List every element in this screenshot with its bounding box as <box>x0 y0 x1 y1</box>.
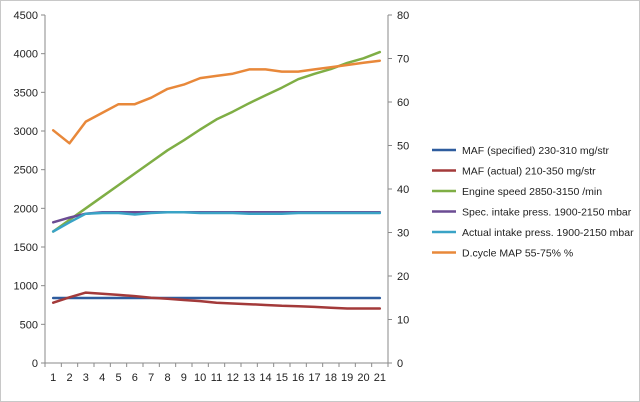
left-tick-label: 2500 <box>14 165 38 177</box>
right-tick-label: 60 <box>397 97 409 109</box>
x-tick-label: 18 <box>325 372 337 384</box>
x-tick-label: 8 <box>164 372 170 384</box>
right-tick-label: 30 <box>397 228 409 240</box>
left-tick-label: 4000 <box>14 49 38 61</box>
right-tick-label: 20 <box>397 271 409 283</box>
series-line-3 <box>51 50 382 233</box>
x-tick-label: 15 <box>276 372 288 384</box>
x-tick-label: 17 <box>308 372 320 384</box>
legend-label: Engine speed 2850-3150 /min <box>462 186 602 198</box>
right-tick-label: 50 <box>397 141 409 153</box>
right-tick-label: 80 <box>397 10 409 22</box>
left-tick-label: 4500 <box>14 10 38 22</box>
right-axis-ticks: 0 10 20 30 40 50 60 70 80 <box>388 10 409 370</box>
left-tick-label: 1500 <box>14 242 38 254</box>
left-axis-ticks: 0 500 1000 1500 2000 2500 3000 3500 4000 4500 <box>14 10 45 370</box>
x-axis-ticks: 1 2 3 4 5 6 7 8 9 10 11 12 13 14 15 16 17 18 19 20 21 <box>44 363 389 384</box>
x-tick-label: 16 <box>292 372 304 384</box>
legend-label: Spec. intake press. 1900-2150 mbar <box>462 207 632 219</box>
left-tick-label: 3500 <box>14 87 38 99</box>
legend-label: MAF (actual) 210-350 mg/str <box>462 166 596 178</box>
right-tick-label: 10 <box>397 315 409 327</box>
x-tick-label: 3 <box>83 372 89 384</box>
right-tick-label: 0 <box>397 358 403 370</box>
x-tick-label: 21 <box>374 372 386 384</box>
series-lines <box>51 50 382 310</box>
left-tick-label: 1000 <box>14 281 38 293</box>
series-line-6 <box>51 59 382 145</box>
legend-label: Actual intake press. 1900-2150 mbar <box>462 227 634 239</box>
x-tick-label: 1 <box>50 372 56 384</box>
x-tick-label: 13 <box>243 372 255 384</box>
right-tick-label: 70 <box>397 54 409 66</box>
x-tick-label: 2 <box>66 372 72 384</box>
x-tick-label: 7 <box>148 372 154 384</box>
left-tick-label: 3000 <box>14 126 38 138</box>
left-tick-label: 500 <box>20 319 38 331</box>
left-tick-label: 0 <box>32 358 38 370</box>
x-tick-label: 6 <box>132 372 138 384</box>
x-tick-label: 5 <box>115 372 121 384</box>
left-tick-label: 2000 <box>14 203 38 215</box>
right-tick-label: 40 <box>397 184 409 196</box>
x-tick-label: 10 <box>194 372 206 384</box>
legend: MAF (specified) 230-310 mg/str MAF (actua… <box>432 145 634 260</box>
series-line-2 <box>51 291 382 310</box>
x-tick-label: 11 <box>211 372 222 384</box>
legend-label: MAF (specified) 230-310 mg/str <box>462 145 610 157</box>
x-tick-label: 12 <box>227 372 239 384</box>
legend-label: D.cycle MAP 55-75% % <box>462 248 573 260</box>
x-tick-label: 20 <box>357 372 369 384</box>
x-tick-label: 4 <box>99 372 105 384</box>
x-tick-label: 9 <box>181 372 187 384</box>
x-tick-label: 19 <box>341 372 353 384</box>
series-line-5 <box>51 210 382 233</box>
x-tick-label: 14 <box>259 372 271 384</box>
